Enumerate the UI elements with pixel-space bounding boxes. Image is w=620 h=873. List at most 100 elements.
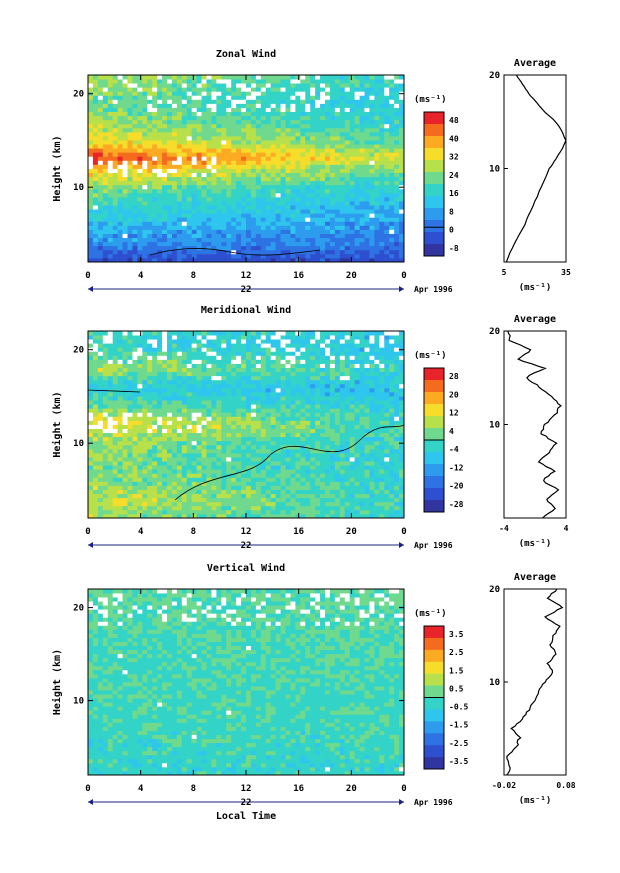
heatmap-cell [231,245,237,251]
heatmap-cell [157,461,163,466]
heatmap-cell [221,119,227,125]
heatmap-cell [226,135,232,141]
heatmap-cell [102,257,109,263]
heatmap-cell [127,241,133,247]
heatmap-cell [305,188,311,194]
heatmap-cell [344,485,351,490]
heatmap-cell [216,217,222,222]
heatmap-cell [226,444,232,450]
heatmap-cell [384,168,390,173]
heatmap-cell [280,497,286,503]
heatmap-cell [231,241,237,247]
heatmap-cell [325,156,331,161]
heatmap-cell [260,477,267,482]
heatmap-cell [384,160,390,165]
heatmap-cell [270,196,277,202]
heatmap-cell [334,444,341,450]
heatmap-cell [315,205,321,210]
heatmap-cell [250,448,257,454]
heatmap-cell [167,396,173,401]
heatmap-cell [162,469,168,474]
heatmap-cell [399,253,405,259]
heatmap-cell [88,233,94,239]
heatmap-cell [206,448,212,454]
heatmap-cell [216,127,222,133]
heatmap-cell [275,509,281,515]
heatmap-cell [117,87,123,92]
heatmap-cell [364,448,370,454]
heatmap-cell [142,497,148,503]
heatmap-cell [275,144,281,149]
heatmap-cell [374,209,380,214]
heatmap-cell [102,513,109,519]
heatmap-cell [132,493,138,499]
heatmap-cell [290,241,296,247]
heatmap-cell [364,160,370,165]
heatmap-cell [127,75,133,80]
heatmap-cell [246,201,252,206]
heatmap-cell [325,233,331,239]
heatmap-cell [206,221,212,226]
heatmap-cell [117,404,123,409]
heatmap-cell [394,253,400,259]
heatmap-cell [364,103,370,108]
heatmap-cell [344,237,351,243]
heatmap-cell [246,448,252,454]
heatmap-cell [359,148,365,153]
heatmap-cell [196,176,202,182]
heatmap-cell [112,127,119,133]
heatmap-cell [379,436,385,442]
heatmap-cell [236,444,242,450]
heatmap-cell [280,501,286,507]
heatmap-cell [329,391,336,397]
heatmap-cell [211,432,217,438]
heatmap-cell [344,164,351,169]
heatmap-cell [226,119,232,125]
heatmap-cell [334,493,341,499]
heatmap-cell [196,400,202,405]
heatmap-cell [379,396,385,401]
heatmap-cell [132,420,138,425]
heatmap-cell [354,436,360,442]
heatmap-cell [364,221,370,226]
heatmap-cell [162,148,168,153]
heatmap-cell [88,412,94,417]
heatmap-cell [137,461,143,466]
heatmap-cell [132,144,138,149]
heatmap-cell [102,213,109,218]
heatmap-cell [339,95,346,100]
heatmap-cell [310,469,316,474]
heatmap-cell [369,412,375,417]
heatmap-cell [132,184,138,190]
heatmap-cell [260,452,267,458]
heatmap-cell [201,391,207,397]
heatmap-cell [147,192,153,198]
heatmap-cell [107,91,114,96]
heatmap-cell [290,249,296,255]
heatmap-cell [344,404,351,409]
heatmap-cell [260,111,267,117]
heatmap-cell [305,485,311,490]
heatmap-cell [325,176,331,182]
heatmap-cell [339,131,346,137]
heatmap-cell [231,111,237,117]
heatmap-cell [231,87,237,92]
heatmap-cell [364,444,370,450]
heatmap-cell [186,144,193,149]
heatmap-cell [310,176,316,182]
heatmap-cell [384,485,390,490]
heatmap-cell [167,164,173,169]
heatmap-cell [241,172,247,178]
heatmap-cell [364,233,370,239]
heatmap-cell [325,115,331,121]
heatmap-cell [241,509,247,515]
heatmap-cell [181,103,188,108]
heatmap-cell [250,156,257,161]
heatmap-cell [97,509,104,515]
heatmap-cell [389,87,395,92]
heatmap-cell [290,469,296,474]
heatmap-cell [236,416,242,421]
heatmap-cell [112,87,119,92]
heatmap-cell [379,416,385,421]
heatmap-cell [102,184,109,190]
